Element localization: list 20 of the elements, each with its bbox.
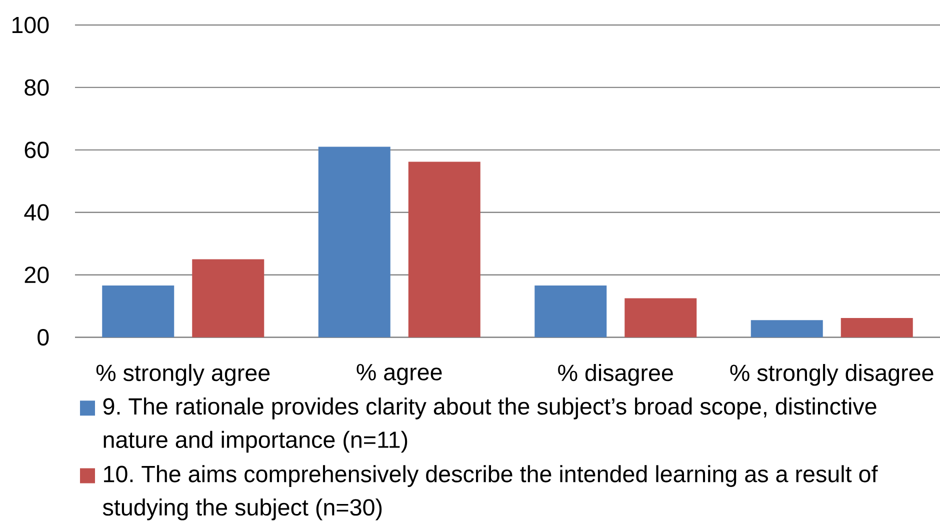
bar: [192, 259, 264, 338]
y-tick-label: 0: [38, 329, 49, 346]
bar: [750, 320, 823, 338]
x-tick-label: % strongly agree: [96, 364, 270, 386]
y-tick-label: 100: [12, 16, 49, 34]
y-tick-label: 20: [24, 266, 49, 284]
legend-label: 9. The rationale provides clarity about the subject’s broad scope, distinctive nature and importance (n=11): [103, 398, 876, 453]
legend-label: 10. The aims comprehensively describe the intended learning as a result of studying the subject (n=30): [102, 465, 878, 520]
bar: [408, 162, 480, 338]
x-tick-label: % disagree: [558, 364, 673, 386]
bar: [624, 298, 697, 338]
y-tick-label: 40: [24, 204, 49, 221]
y-tick-label: 80: [24, 79, 49, 96]
bar: [318, 146, 390, 338]
x-tick-label: % strongly disagree: [730, 364, 934, 386]
bar: [102, 285, 174, 338]
bar: [840, 318, 913, 338]
bar: [534, 285, 607, 338]
x-tick-label: % agree: [356, 364, 442, 386]
y-tick-label: 60: [24, 142, 49, 158]
